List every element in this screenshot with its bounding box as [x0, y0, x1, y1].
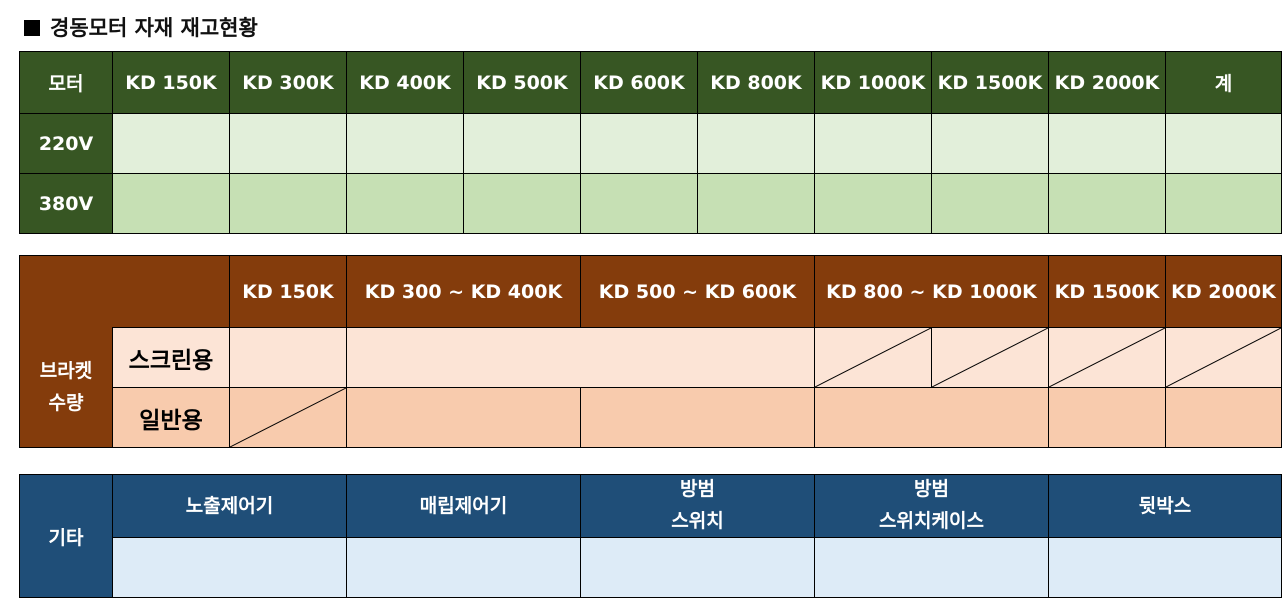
bracket-cell[interactable]: [814, 387, 1049, 448]
motor-cell-total[interactable]: [1165, 173, 1282, 234]
motor-cell-total[interactable]: [1165, 113, 1282, 174]
other-cell[interactable]: [346, 537, 581, 598]
other-col-header: 매립제어기: [346, 474, 581, 538]
bracket-cell[interactable]: [580, 387, 815, 448]
other-cell[interactable]: [112, 537, 347, 598]
bracket-cell[interactable]: [1165, 387, 1282, 448]
diagonal-slash-icon: [815, 328, 931, 387]
bracket-row-label-general: 일반용: [112, 387, 230, 448]
bracket-cell-na: [1165, 327, 1282, 388]
motor-cell[interactable]: [463, 113, 581, 174]
motor-cell[interactable]: [112, 173, 230, 234]
motor-cell[interactable]: [1048, 173, 1166, 234]
page-title: 경동모터 자재 재고현황: [24, 12, 258, 42]
diagonal-slash-icon: [230, 388, 346, 447]
motor-cell[interactable]: [697, 113, 815, 174]
bracket-quantity-label: 브라켓 수량: [19, 327, 113, 448]
bracket-col-header: KD 800 ~ KD 1000K: [814, 255, 1049, 328]
diagonal-slash-icon: [932, 328, 1048, 387]
bracket-cell[interactable]: [346, 387, 581, 448]
page-title-text: 경동모터 자재 재고현황: [50, 16, 258, 40]
bracket-col-header: KD 300 ~ KD 400K: [346, 255, 581, 328]
diagonal-slash-icon: [1049, 328, 1165, 387]
motor-col-header: KD 150K: [112, 51, 230, 114]
diagonal-slash-icon: [1166, 328, 1281, 387]
bracket-col-header: KD 1500K: [1048, 255, 1166, 328]
other-label: 기타: [19, 474, 113, 598]
motor-col-header: KD 500K: [463, 51, 581, 114]
bracket-col-header: KD 150K: [229, 255, 347, 328]
motor-header-label: 모터: [19, 51, 113, 114]
motor-col-header: KD 1500K: [931, 51, 1049, 114]
motor-cell[interactable]: [931, 113, 1049, 174]
other-col-header: 노출제어기: [112, 474, 347, 538]
other-cell[interactable]: [814, 537, 1049, 598]
motor-cell[interactable]: [580, 113, 698, 174]
motor-col-header: KD 300K: [229, 51, 347, 114]
bracket-cell-na: [229, 387, 347, 448]
motor-cell[interactable]: [580, 173, 698, 234]
motor-cell[interactable]: [346, 113, 464, 174]
motor-cell[interactable]: [931, 173, 1049, 234]
motor-cell[interactable]: [1048, 113, 1166, 174]
motor-row-label-220v: 220V: [19, 113, 113, 174]
bracket-cell-na: [814, 327, 932, 388]
bracket-cell-na: [931, 327, 1049, 388]
motor-cell[interactable]: [346, 173, 464, 234]
other-col-header: 뒷박스: [1048, 474, 1282, 538]
motor-cell[interactable]: [463, 173, 581, 234]
motor-cell[interactable]: [229, 173, 347, 234]
motor-col-header: KD 400K: [346, 51, 464, 114]
other-col-header: 방범 스위치케이스: [814, 474, 1049, 538]
motor-cell[interactable]: [112, 113, 230, 174]
bracket-row-label-screen: 스크린용: [112, 327, 230, 388]
other-cell[interactable]: [1048, 537, 1282, 598]
square-bullet-icon: [24, 20, 40, 36]
motor-col-header: KD 800K: [697, 51, 815, 114]
motor-cell[interactable]: [814, 113, 932, 174]
motor-row-label-380v: 380V: [19, 173, 113, 234]
bracket-col-header: KD 500 ~ KD 600K: [580, 255, 815, 328]
bracket-cell[interactable]: [1048, 387, 1166, 448]
motor-col-header: KD 2000K: [1048, 51, 1166, 114]
bracket-cell-na: [1048, 327, 1166, 388]
other-col-header: 방범 스위치: [580, 474, 815, 538]
bracket-col-header: KD 2000K: [1165, 255, 1282, 328]
bracket-cell[interactable]: [229, 327, 347, 388]
other-cell[interactable]: [580, 537, 815, 598]
bracket-corner-cell: [19, 255, 230, 328]
motor-cell[interactable]: [697, 173, 815, 234]
motor-cell[interactable]: [229, 113, 347, 174]
motor-cell[interactable]: [814, 173, 932, 234]
motor-col-header: KD 1000K: [814, 51, 932, 114]
motor-col-header-total: 계: [1165, 51, 1282, 114]
bracket-cell[interactable]: [346, 327, 815, 388]
motor-col-header: KD 600K: [580, 51, 698, 114]
